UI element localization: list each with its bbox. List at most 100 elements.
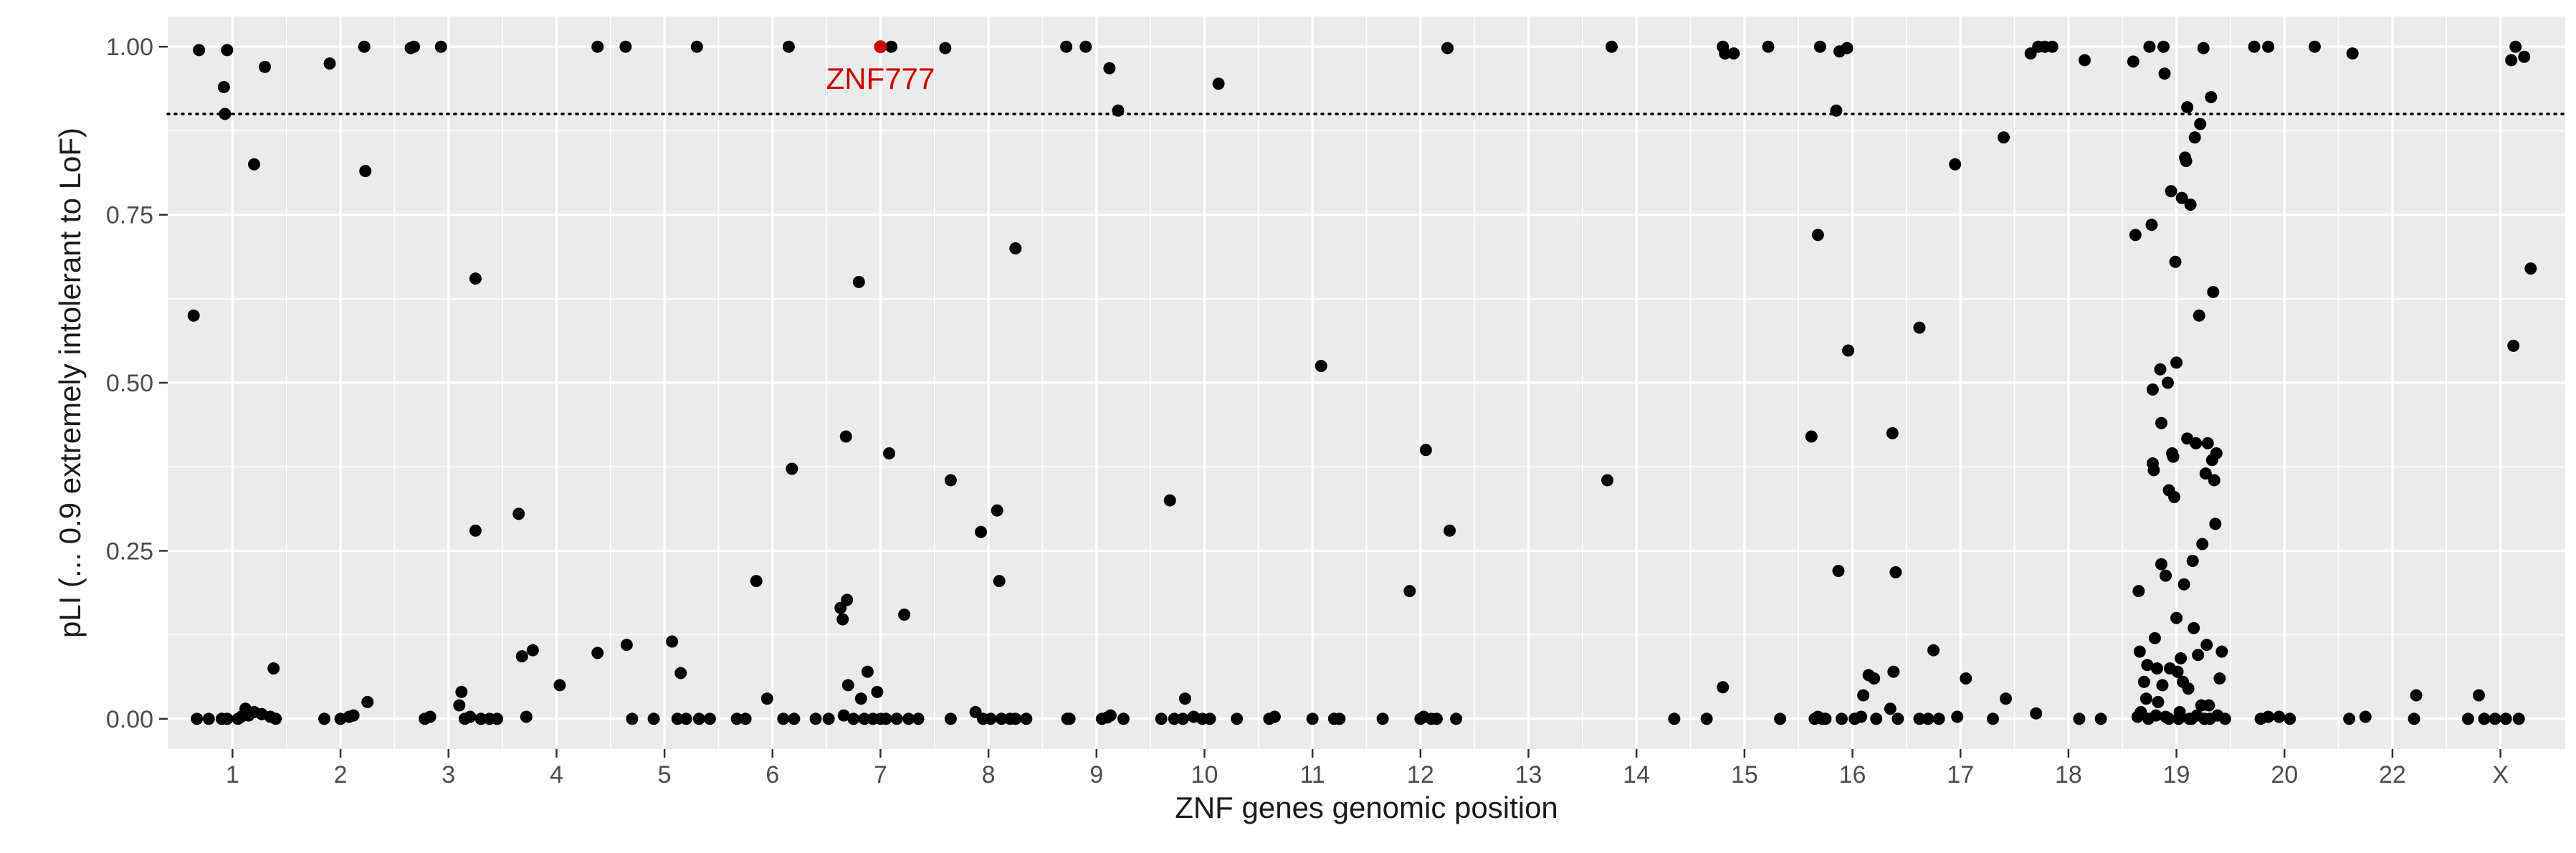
data-point <box>2359 710 2372 723</box>
data-point <box>2155 416 2167 429</box>
data-point <box>2181 101 2194 114</box>
data-point <box>822 713 835 725</box>
data-point <box>690 40 703 53</box>
highlight-label: ZNF777 <box>826 62 935 95</box>
grid-major <box>168 16 2565 749</box>
data-point <box>2218 713 2231 725</box>
data-point <box>837 709 850 722</box>
data-point <box>2129 229 2142 242</box>
data-point <box>2194 118 2207 130</box>
data-point <box>2030 707 2043 720</box>
data-point <box>2139 692 2152 705</box>
data-point <box>912 713 925 725</box>
data-point <box>1668 713 1681 725</box>
data-point <box>361 695 374 708</box>
data-point <box>1112 104 1125 117</box>
data-point <box>1870 713 1883 725</box>
x-tick-label: 8 <box>982 761 996 788</box>
data-point <box>434 40 447 53</box>
data-point <box>1922 713 1935 725</box>
data-point <box>841 594 854 606</box>
x-tick-label: 7 <box>874 761 887 788</box>
data-point <box>703 713 716 725</box>
data-point <box>512 507 525 520</box>
data-point <box>975 525 988 538</box>
data-point <box>2132 585 2145 598</box>
data-point <box>1717 681 1730 694</box>
data-point <box>647 713 660 725</box>
data-point <box>2157 40 2170 53</box>
data-point <box>359 165 372 178</box>
data-point <box>2094 713 2107 725</box>
x-tick-label: 17 <box>1947 761 1974 788</box>
data-point <box>1868 672 1881 685</box>
data-point <box>750 575 763 588</box>
x-tick-label: 2 <box>334 761 348 788</box>
x-axis-ticks: 1 2 3 4 5 6 7 8 9 10 11 12 13 14 15 16 17 18 19 20 22 X <box>226 749 2509 788</box>
x-tick-label: 9 <box>1089 761 1103 788</box>
data-point <box>1811 229 1824 242</box>
data-point <box>879 713 892 725</box>
data-point <box>2248 40 2261 53</box>
data-point <box>1841 42 1854 54</box>
data-point <box>453 699 466 712</box>
data-point <box>1913 713 1926 725</box>
y-tick-label: 0.50 <box>106 370 153 397</box>
data-point <box>2078 54 2091 67</box>
data-point <box>1805 430 1818 443</box>
x-tick-label: 6 <box>765 761 779 788</box>
data-point <box>1774 713 1787 725</box>
data-point <box>861 665 874 678</box>
x-tick-label: 1 <box>226 761 239 788</box>
data-point <box>2284 713 2296 725</box>
data-point <box>1927 644 1940 657</box>
data-point <box>2461 713 2474 725</box>
data-point <box>469 524 482 537</box>
x-tick-label: 11 <box>1300 761 1325 788</box>
data-point <box>2343 713 2356 725</box>
data-point <box>1079 40 1092 53</box>
data-point <box>1441 42 1454 54</box>
data-point <box>1762 40 1775 53</box>
data-point <box>1857 689 1870 702</box>
data-point <box>193 44 206 57</box>
x-tick-label: 15 <box>1731 761 1758 788</box>
data-point <box>1886 426 1899 439</box>
data-point <box>1060 40 1073 53</box>
data-point <box>809 713 822 725</box>
data-point <box>1155 713 1168 725</box>
data-point <box>1376 713 1389 725</box>
data-point <box>2167 450 2180 463</box>
data-point <box>898 608 911 621</box>
data-point <box>2168 490 2181 503</box>
x-tick-label: 19 <box>2163 761 2190 788</box>
data-point <box>2188 131 2201 144</box>
data-point <box>1212 77 1225 90</box>
data-point <box>2489 713 2501 725</box>
data-point <box>520 710 533 723</box>
data-point <box>1117 713 1130 725</box>
data-point <box>1700 713 1713 725</box>
data-point <box>782 40 795 53</box>
data-point <box>871 685 884 698</box>
data-point <box>1009 242 1022 254</box>
data-point <box>2162 713 2175 725</box>
data-point <box>2146 383 2159 396</box>
data-point <box>259 60 272 73</box>
data-point <box>1168 713 1180 725</box>
data-point <box>841 679 854 692</box>
data-point <box>2169 255 2182 268</box>
data-point <box>2165 185 2177 198</box>
y-tick-label: 0.25 <box>106 538 153 565</box>
data-point <box>408 40 421 53</box>
data-point <box>2209 518 2222 530</box>
data-point <box>455 685 468 698</box>
data-point <box>1163 494 1176 507</box>
data-point <box>2509 40 2522 53</box>
data-point <box>2184 199 2197 211</box>
data-point <box>671 713 684 725</box>
data-point <box>2141 659 2154 672</box>
data-point <box>2410 689 2423 702</box>
data-point <box>2197 42 2210 54</box>
data-point <box>2177 578 2190 591</box>
